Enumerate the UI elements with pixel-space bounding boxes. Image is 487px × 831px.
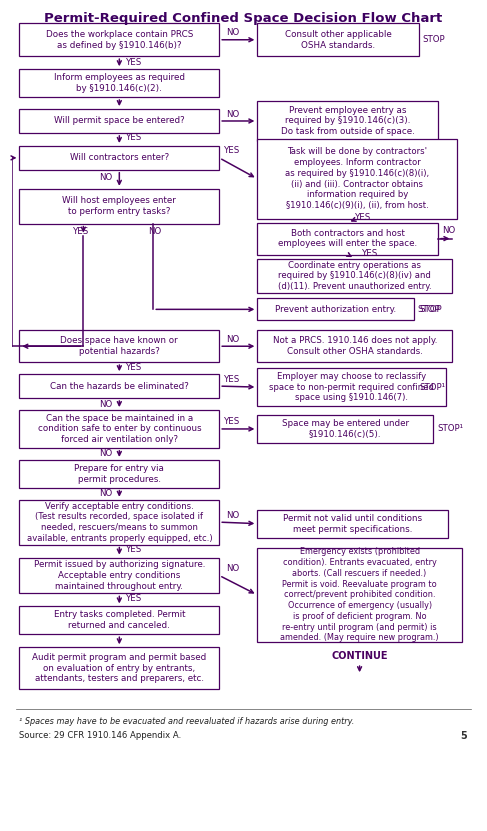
Text: Entry tasks completed. Permit
returned and canceled.: Entry tasks completed. Permit returned a… bbox=[54, 611, 185, 630]
Text: NO: NO bbox=[99, 450, 112, 459]
FancyBboxPatch shape bbox=[19, 189, 219, 224]
Text: 5: 5 bbox=[460, 731, 467, 741]
Text: NO: NO bbox=[226, 511, 239, 519]
FancyBboxPatch shape bbox=[257, 368, 446, 406]
Text: STOP: STOP bbox=[417, 305, 440, 314]
Text: Prepare for entry via
permit procedures.: Prepare for entry via permit procedures. bbox=[75, 464, 164, 484]
Text: NO: NO bbox=[442, 226, 455, 235]
Text: YES: YES bbox=[127, 57, 143, 66]
Text: Not a PRCS. 1910.146 does not apply.
Consult other OSHA standards.: Not a PRCS. 1910.146 does not apply. Con… bbox=[273, 337, 437, 356]
Text: Does space have known or
potential hazards?: Does space have known or potential hazar… bbox=[60, 337, 178, 356]
FancyBboxPatch shape bbox=[257, 330, 452, 362]
Text: YES: YES bbox=[127, 594, 143, 602]
Text: NO: NO bbox=[226, 564, 239, 573]
Text: NO: NO bbox=[226, 28, 239, 37]
Text: Audit permit program and permit based
on evaluation of entry by entrants,
attend: Audit permit program and permit based on… bbox=[32, 653, 206, 683]
Text: YES: YES bbox=[225, 375, 241, 384]
Text: NO: NO bbox=[99, 174, 112, 182]
Text: STOP¹: STOP¹ bbox=[419, 382, 445, 391]
Text: YES: YES bbox=[127, 134, 143, 142]
Text: Permit not valid until conditions
meet permit specifications.: Permit not valid until conditions meet p… bbox=[283, 514, 422, 534]
Text: YES: YES bbox=[355, 214, 371, 222]
FancyBboxPatch shape bbox=[257, 509, 448, 538]
Text: Will contractors enter?: Will contractors enter? bbox=[70, 154, 169, 162]
FancyBboxPatch shape bbox=[257, 298, 414, 320]
Text: Inform employees as required
by §1910.146(c)(2).: Inform employees as required by §1910.14… bbox=[54, 73, 185, 93]
FancyBboxPatch shape bbox=[19, 558, 219, 593]
Text: Does the workplace contain PRCS
as defined by §1910.146(b)?: Does the workplace contain PRCS as defin… bbox=[46, 30, 193, 50]
Text: Both contractors and host
employees will enter the space.: Both contractors and host employees will… bbox=[278, 229, 417, 248]
Text: Emergency exists (prohibited
condition). Entrants evacuated, entry
aborts. (Call: Emergency exists (prohibited condition).… bbox=[281, 548, 439, 642]
FancyBboxPatch shape bbox=[19, 410, 219, 448]
Text: Permit issued by authorizing signature.
Acceptable entry conditions
maintained t: Permit issued by authorizing signature. … bbox=[34, 560, 205, 591]
Text: Consult other applicable
OSHA standards.: Consult other applicable OSHA standards. bbox=[285, 30, 392, 50]
FancyBboxPatch shape bbox=[257, 548, 462, 642]
Text: Will host employees enter
to perform entry tasks?: Will host employees enter to perform ent… bbox=[62, 196, 176, 216]
FancyBboxPatch shape bbox=[19, 23, 219, 57]
Text: YES: YES bbox=[362, 249, 378, 258]
FancyBboxPatch shape bbox=[257, 258, 452, 293]
FancyBboxPatch shape bbox=[19, 647, 219, 689]
Text: CONTINUE: CONTINUE bbox=[331, 652, 388, 661]
Text: YES: YES bbox=[127, 545, 143, 554]
FancyBboxPatch shape bbox=[257, 415, 433, 443]
Text: Can the space be maintained in a
condition safe to enter by continuous
forced ai: Can the space be maintained in a conditi… bbox=[37, 414, 201, 445]
Text: Will permit space be entered?: Will permit space be entered? bbox=[54, 116, 185, 125]
Text: STOP¹: STOP¹ bbox=[437, 425, 463, 434]
FancyBboxPatch shape bbox=[19, 330, 219, 362]
Text: NO: NO bbox=[226, 110, 239, 119]
FancyBboxPatch shape bbox=[19, 607, 219, 634]
Text: NO: NO bbox=[149, 227, 162, 236]
Text: YES: YES bbox=[225, 417, 241, 426]
Text: STOP: STOP bbox=[419, 305, 442, 314]
FancyBboxPatch shape bbox=[257, 139, 457, 219]
Text: Source: 29 CFR 1910.146 Appendix A.: Source: 29 CFR 1910.146 Appendix A. bbox=[19, 731, 182, 740]
Text: Permit-Required Confined Space Decision Flow Chart: Permit-Required Confined Space Decision … bbox=[44, 12, 443, 26]
Text: STOP: STOP bbox=[423, 35, 446, 44]
Text: YES: YES bbox=[127, 362, 143, 371]
Text: ¹ Spaces may have to be evacuated and reevaluated if hazards arise during entry.: ¹ Spaces may have to be evacuated and re… bbox=[19, 717, 355, 726]
FancyBboxPatch shape bbox=[257, 101, 438, 141]
Text: Prevent authorization entry.: Prevent authorization entry. bbox=[275, 305, 396, 314]
FancyBboxPatch shape bbox=[257, 23, 419, 57]
FancyBboxPatch shape bbox=[19, 460, 219, 488]
Text: YES: YES bbox=[74, 227, 90, 236]
Text: Can the hazards be eliminated?: Can the hazards be eliminated? bbox=[50, 381, 189, 391]
FancyBboxPatch shape bbox=[19, 374, 219, 398]
Text: Coordinate entry operations as
required by §1910.146(c)(8)(iv) and
(d)(11). Prev: Coordinate entry operations as required … bbox=[278, 261, 431, 291]
Text: Verify acceptable entry conditions.
(Test results recorded, space isolated if
ne: Verify acceptable entry conditions. (Tes… bbox=[26, 502, 212, 543]
FancyBboxPatch shape bbox=[19, 69, 219, 97]
Text: Task will be done by contractors'
employees. Inform contractor
as required by §1: Task will be done by contractors' employ… bbox=[285, 147, 429, 210]
FancyBboxPatch shape bbox=[19, 146, 219, 170]
Text: Space may be entered under
§1910.146(c)(5).: Space may be entered under §1910.146(c)(… bbox=[282, 419, 409, 439]
Text: NO: NO bbox=[99, 400, 112, 409]
FancyBboxPatch shape bbox=[19, 109, 219, 133]
FancyBboxPatch shape bbox=[19, 499, 219, 544]
Text: NO: NO bbox=[226, 335, 239, 344]
Text: Prevent employee entry as
required by §1910.146(c)(3).
Do task from outside of s: Prevent employee entry as required by §1… bbox=[281, 106, 414, 136]
FancyBboxPatch shape bbox=[257, 223, 438, 254]
Text: Employer may choose to reclassify
space to non-permit required confined
space us: Employer may choose to reclassify space … bbox=[269, 371, 434, 402]
Text: YES: YES bbox=[225, 146, 241, 155]
Text: NO: NO bbox=[99, 489, 112, 499]
